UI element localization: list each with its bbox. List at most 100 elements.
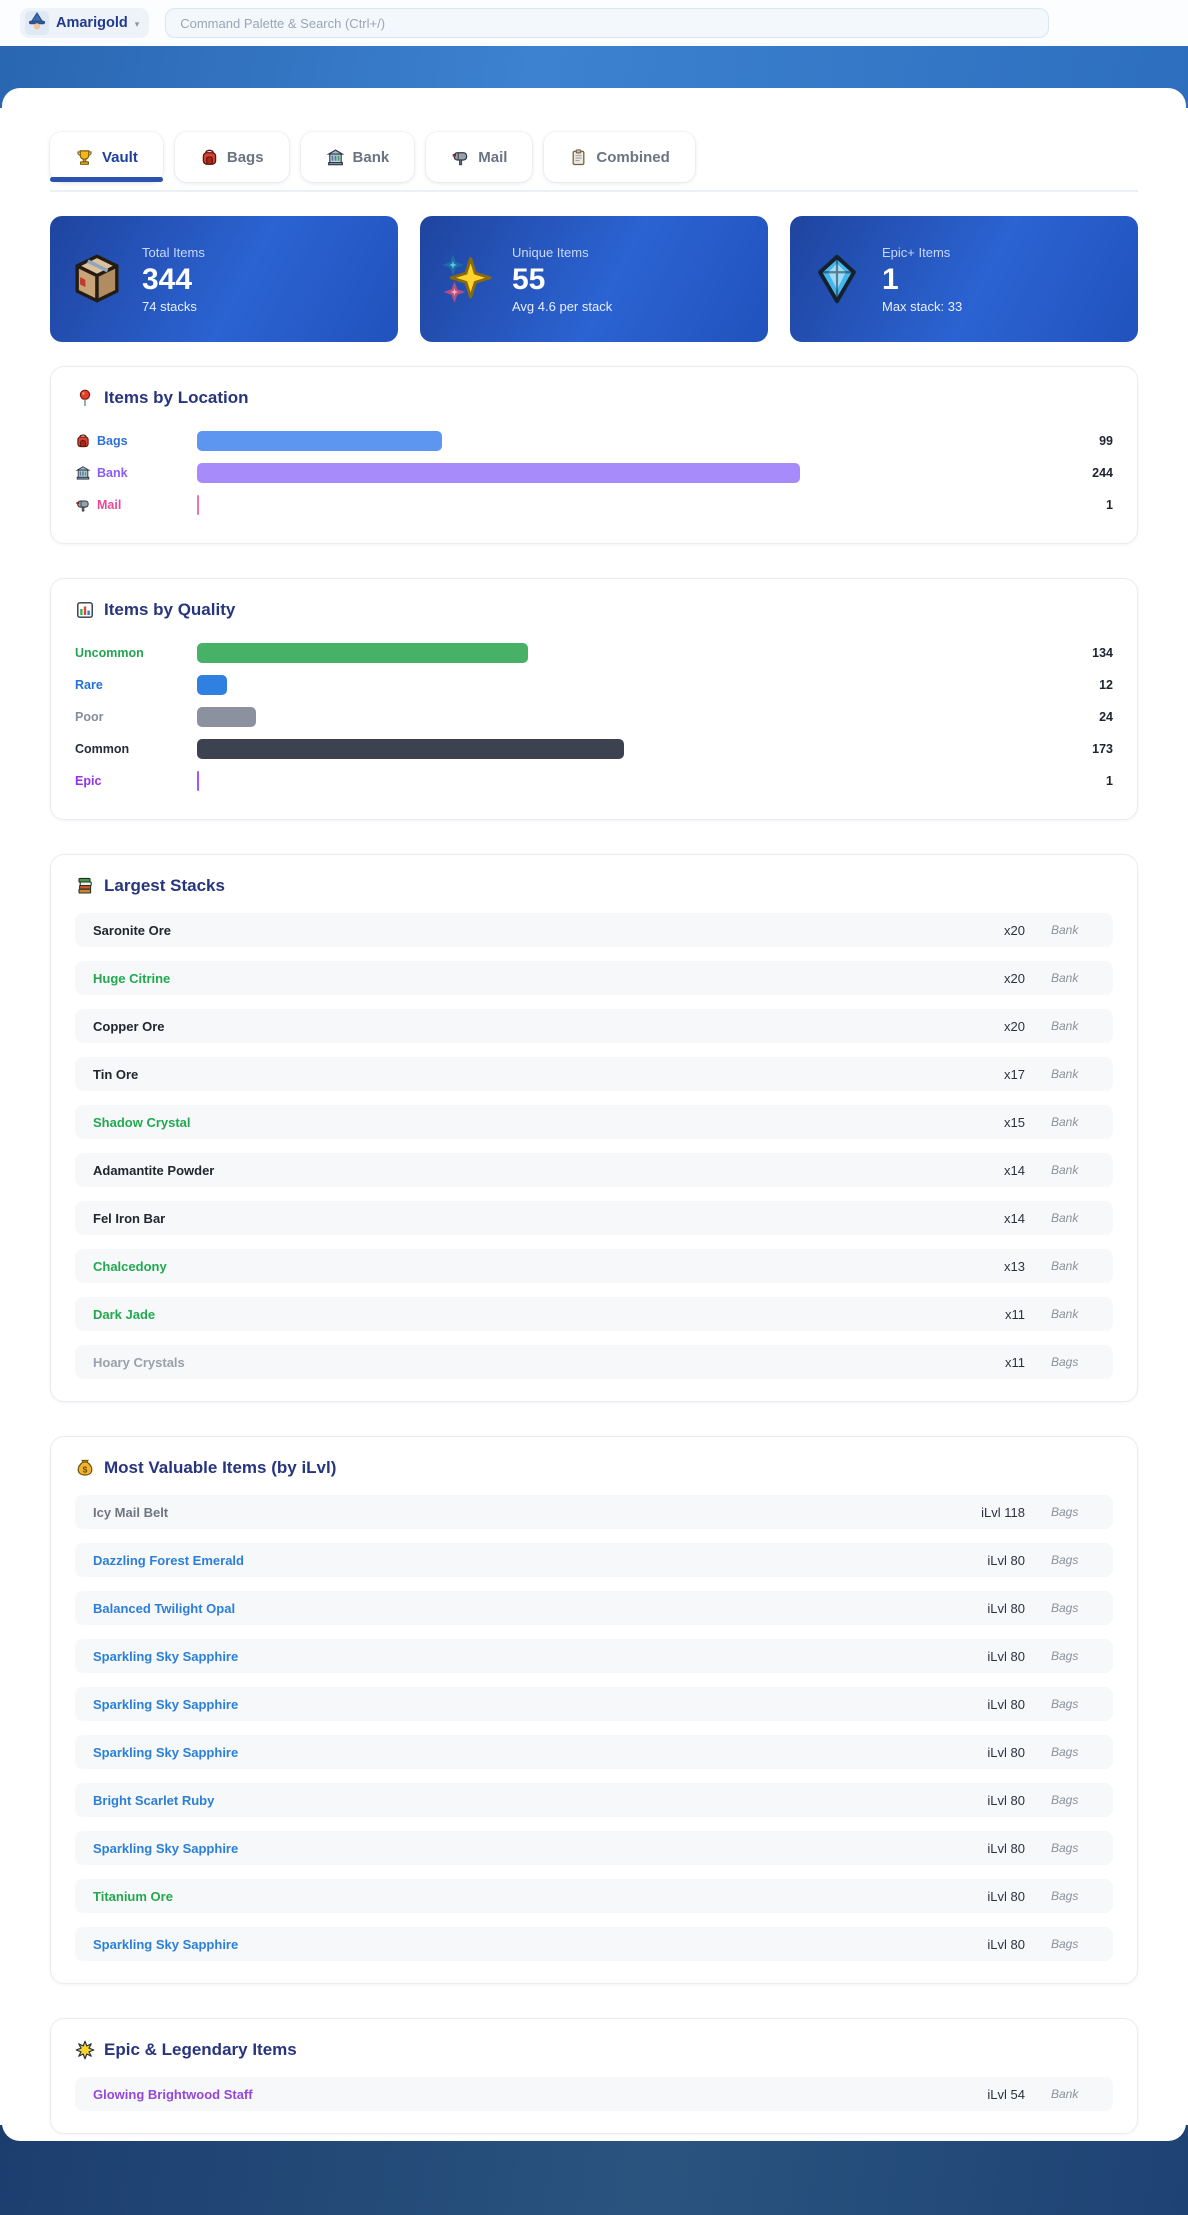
bar-fill [197, 463, 800, 483]
location-bar-row: Bags 99 [75, 425, 1113, 457]
quality-bar-row: Uncommon 134 [75, 637, 1113, 669]
item-location: Bags [1051, 1697, 1079, 1711]
tab-label: Mail [478, 148, 508, 166]
bar-label-text: Bags [97, 434, 128, 448]
item-quantity: x11 [1005, 1306, 1025, 1322]
quality-bar-row: Common 173 [75, 733, 1113, 765]
item-row[interactable]: Tin Ore x17 Bank [75, 1057, 1113, 1091]
bank-icon [75, 465, 91, 481]
bar-value: 244 [1092, 466, 1113, 480]
item-row[interactable]: Chalcedony x13 Bank [75, 1249, 1113, 1283]
item-row[interactable]: Icy Mail Belt iLvl 118 Bags [75, 1495, 1113, 1529]
item-row[interactable]: Glowing Brightwood Staff iLvl 54 Bank [75, 2077, 1113, 2111]
bar-fill [197, 771, 200, 791]
tab-combined[interactable]: Combined [544, 132, 695, 182]
item-location: Bags [1051, 1841, 1079, 1855]
bar-fill [197, 495, 200, 515]
sparkles-icon [438, 250, 496, 308]
bank-icon [326, 148, 345, 167]
section-items-by-quality: Items by Quality Uncommon 134 Rare 12 Poor 24… [50, 578, 1138, 820]
item-row[interactable]: Sparkling Sky Sapphire iLvl 80 Bags [75, 1831, 1113, 1865]
item-row[interactable]: Sparkling Sky Sapphire iLvl 80 Bags [75, 1735, 1113, 1769]
stat-sub: Max stack: 33 [882, 298, 963, 314]
item-row[interactable]: Bright Scarlet Ruby iLvl 80 Bags [75, 1783, 1113, 1817]
stat-sub: Avg 4.6 per stack [512, 298, 613, 314]
item-row[interactable]: Shadow Crystal x15 Bank [75, 1105, 1113, 1139]
backpack-icon [75, 433, 91, 449]
bar-label-text: Epic [75, 774, 102, 788]
mailbox-icon [75, 497, 91, 513]
tab-mail[interactable]: Mail [426, 132, 533, 182]
section-title: $ Most Valuable Items (by iLvl) [75, 1457, 1113, 1479]
stat-label: Epic+ Items [882, 244, 951, 260]
bar-label-text: Mail [97, 498, 122, 512]
bar-fill [197, 431, 442, 451]
item-row[interactable]: Dark Jade x11 Bank [75, 1297, 1113, 1331]
item-row[interactable]: Sparkling Sky Sapphire iLvl 80 Bags [75, 1927, 1113, 1961]
character-switcher[interactable]: Amarigold ▾ [20, 8, 150, 38]
item-name: Sparkling Sky Sapphire [93, 1840, 239, 1856]
item-row[interactable]: Huge Citrine x20 Bank [75, 961, 1113, 995]
item-quantity: iLvl 118 [981, 1504, 1025, 1520]
item-name: Adamantite Powder [93, 1162, 215, 1178]
bar-track [197, 463, 1047, 483]
item-row[interactable]: Balanced Twilight Opal iLvl 80 Bags [75, 1591, 1113, 1625]
bar-track [197, 739, 1047, 759]
main-card: Vault Bags Bank Mail Combined Total Items 344… [2, 88, 1186, 2141]
item-row[interactable]: Fel Iron Bar x14 Bank [75, 1201, 1113, 1235]
quality-bar-row: Rare 12 [75, 669, 1113, 701]
item-row[interactable]: Sparkling Sky Sapphire iLvl 80 Bags [75, 1687, 1113, 1721]
command-palette-input[interactable] [165, 8, 1050, 38]
item-row[interactable]: Sparkling Sky Sapphire iLvl 80 Bags [75, 1639, 1113, 1673]
item-name: Titanium Ore [93, 1888, 173, 1904]
item-quantity: iLvl 80 [987, 1744, 1025, 1760]
bar-track [197, 495, 1047, 515]
item-row[interactable]: Copper Ore x20 Bank [75, 1009, 1113, 1043]
tab-bags[interactable]: Bags [174, 132, 289, 182]
stat-card: Total Items 344 74 stacks [50, 216, 398, 342]
item-name: Sparkling Sky Sapphire [93, 1936, 239, 1952]
section-most-valuable: $ Most Valuable Items (by iLvl) Icy Mail… [50, 1436, 1138, 1984]
item-location: Bags [1051, 1505, 1079, 1519]
bar-fill [197, 675, 227, 695]
item-row[interactable]: Dazzling Forest Emerald iLvl 80 Bags [75, 1543, 1113, 1577]
item-row[interactable]: Adamantite Powder x14 Bank [75, 1153, 1113, 1187]
bar-track [197, 707, 1047, 727]
item-location: Bags [1051, 1649, 1079, 1663]
item-quantity: x17 [1004, 1066, 1025, 1082]
section-title: Largest Stacks [75, 875, 1113, 897]
wizard-avatar-icon [25, 11, 49, 35]
item-location: Bags [1051, 1745, 1079, 1759]
item-name: Sparkling Sky Sapphire [93, 1696, 239, 1712]
item-quantity: iLvl 80 [987, 1648, 1025, 1664]
item-name: Fel Iron Bar [93, 1210, 166, 1226]
item-row[interactable]: Saronite Ore x20 Bank [75, 913, 1113, 947]
tab-label: Bank [352, 148, 390, 166]
item-quantity: x20 [1004, 1018, 1025, 1034]
item-location: Bags [1051, 1937, 1079, 1951]
item-location: Bank [1051, 1115, 1079, 1129]
tab-vault[interactable]: Vault [50, 132, 163, 182]
topbar: Amarigold ▾ [0, 0, 1188, 46]
bar-label-text: Rare [75, 678, 103, 692]
tab-bar: Vault Bags Bank Mail Combined [50, 88, 1138, 182]
tab-bank[interactable]: Bank [300, 132, 415, 182]
item-name: Copper Ore [93, 1018, 165, 1034]
item-row[interactable]: Hoary Crystals x11 Bags [75, 1345, 1113, 1379]
package-icon [68, 250, 126, 308]
bar-fill [197, 707, 257, 727]
item-quantity: x14 [1004, 1162, 1025, 1178]
tab-label: Combined [596, 148, 670, 166]
item-quantity: x14 [1004, 1210, 1025, 1226]
item-location: Bank [1051, 1259, 1079, 1273]
item-location: Bank [1051, 1067, 1079, 1081]
pushpin-icon [75, 388, 95, 408]
location-bar-row: Bank 244 [75, 457, 1113, 489]
bar-value: 99 [1099, 434, 1113, 448]
item-row[interactable]: Titanium Ore iLvl 80 Bags [75, 1879, 1113, 1913]
item-name: Tin Ore [93, 1066, 139, 1082]
item-quantity: iLvl 54 [987, 2086, 1025, 2102]
section-items-by-location: Items by Location Bags 99 Bank 244 Mail 1 [50, 366, 1138, 544]
item-name: Sparkling Sky Sapphire [93, 1744, 239, 1760]
item-location: Bags [1051, 1355, 1079, 1369]
